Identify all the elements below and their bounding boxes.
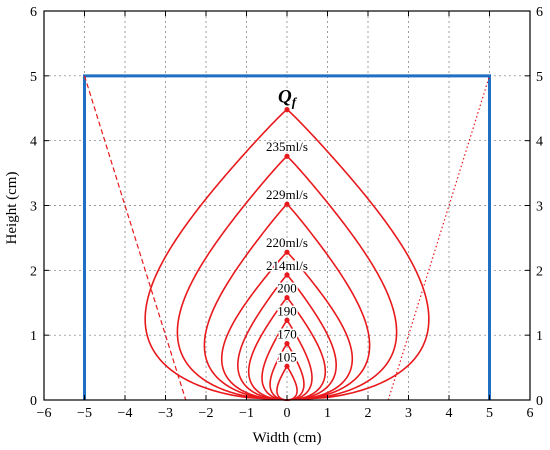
x-tick-label: 4: [446, 406, 453, 421]
x-tick-label: 0: [284, 406, 291, 421]
x-tick-label: −3: [158, 406, 173, 421]
curve-label: 170: [277, 327, 297, 342]
y-tick-label-left: 6: [30, 5, 37, 20]
apex-marker: [284, 294, 290, 301]
x-tick-label: −2: [199, 406, 214, 421]
apex-markers: [284, 106, 290, 369]
y-tick-label-left: 1: [30, 329, 37, 344]
curve-label: 105: [277, 349, 297, 364]
y-tick-label-left: 3: [30, 200, 37, 215]
y-tick-label-right: 4: [536, 135, 543, 150]
apex-marker: [284, 201, 290, 207]
y-tick-label-right: 1: [536, 329, 543, 344]
y-tick-label-left: 0: [30, 394, 37, 409]
y-tick-label-right: 0: [536, 394, 543, 409]
y-tick-label-right: 5: [536, 70, 543, 85]
x-tick-label: 5: [486, 406, 493, 421]
apex-marker: [284, 272, 290, 278]
curve-label: 190: [277, 303, 297, 318]
x-tick-label: 1: [324, 406, 331, 421]
x-tick-label: −5: [77, 406, 92, 421]
y-tick-label-right: 6: [536, 5, 543, 20]
curve-label: 229ml/s: [266, 187, 308, 202]
y-tick-label-right: 3: [536, 200, 543, 215]
y-tick-label-right: 2: [536, 264, 543, 279]
curve-label: 214ml/s: [266, 258, 308, 273]
x-tick-label: −4: [118, 406, 133, 421]
x-axis-label: Width (cm): [253, 430, 322, 446]
y-tick-label-left: 4: [30, 135, 37, 150]
x-tick-label: −1: [239, 406, 254, 421]
curve-label: 235ml/s: [266, 139, 308, 154]
y-tick-label-left: 2: [30, 264, 37, 279]
guide-lines: [83, 75, 491, 401]
x-tick-label: 3: [405, 406, 412, 421]
axes: [43, 10, 531, 401]
y-axis-label: Height (cm): [4, 172, 20, 245]
x-tick-label: 2: [365, 406, 372, 421]
apex-marker: [284, 153, 290, 159]
curve-labels: 105 170 190 200 214ml/s 220ml/s 229ml/s 235ml/s…: [265, 85, 310, 366]
x-tick-label: 6: [527, 406, 534, 421]
y-tick-label-left: 5: [30, 70, 37, 85]
right-dotted-guide: [387, 75, 491, 401]
curve-label: 220ml/s: [266, 235, 308, 250]
tick-labels: −6 −5 −4 −3 −2 −1 0 1 2 3 4 5 60 01 12 23 34 45 56 6: [30, 5, 543, 421]
apex-marker: [284, 363, 290, 369]
apex-marker: [284, 249, 290, 255]
apex-marker: [284, 317, 290, 323]
container-outline: [83, 74, 491, 400]
container-box: [83, 74, 491, 400]
apex-marker: [284, 340, 290, 347]
x-tick-label: −6: [37, 406, 52, 421]
left-dashed-guide: [83, 75, 187, 401]
curve-label: Qf: [278, 87, 298, 110]
curve-label: 200: [277, 281, 297, 296]
apex-marker: [284, 106, 290, 113]
